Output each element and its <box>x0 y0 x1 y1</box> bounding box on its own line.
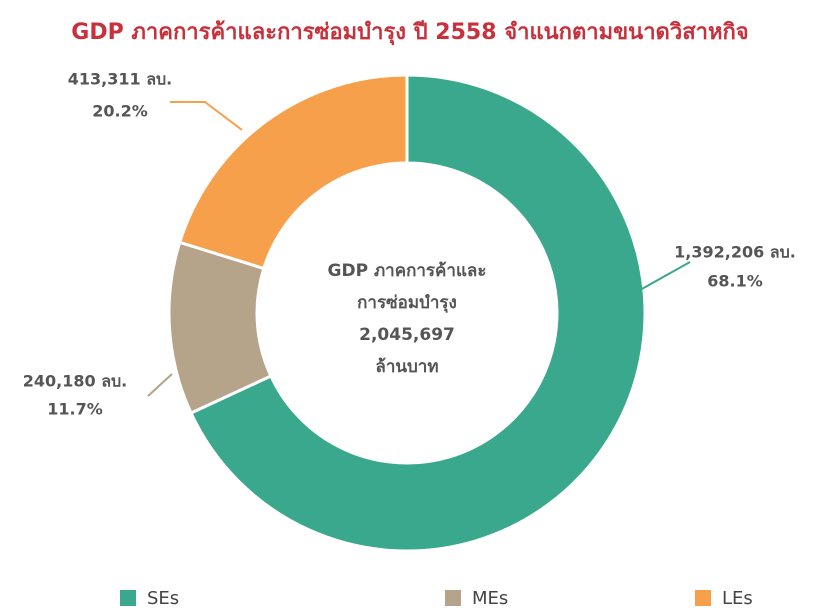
center-text: 2,045,697 <box>359 325 455 345</box>
legend-swatch <box>120 590 136 606</box>
legend-label: MEs <box>472 588 508 609</box>
center-text: GDP ภาคการค้าและ <box>328 261 487 281</box>
chart-title: GDP ภาคการค้าและการซ่อมบำรุง ปี 2558 จำแ… <box>71 20 748 46</box>
data-label: 68.1% <box>707 272 763 291</box>
legend-label: SEs <box>147 588 179 609</box>
leader-line <box>170 101 243 131</box>
legend-swatch <box>445 590 461 606</box>
leader-line <box>147 373 173 397</box>
data-label: 11.7% <box>47 400 103 419</box>
legend-label: LEs <box>722 588 753 609</box>
amount-label: 413,311 ลบ. <box>68 70 172 89</box>
center-text: ล้านบาท <box>375 357 438 377</box>
leader-line <box>639 261 691 291</box>
center-text: การซ่อมบำรุง <box>357 293 457 313</box>
pie-slice <box>189 73 647 553</box>
amount-label: 1,392,206 ลบ. <box>674 243 796 262</box>
legend-swatch <box>695 590 711 606</box>
pie-slice <box>177 73 409 271</box>
amount-label: 240,180 ลบ. <box>23 372 127 391</box>
data-label: 20.2% <box>92 102 148 121</box>
